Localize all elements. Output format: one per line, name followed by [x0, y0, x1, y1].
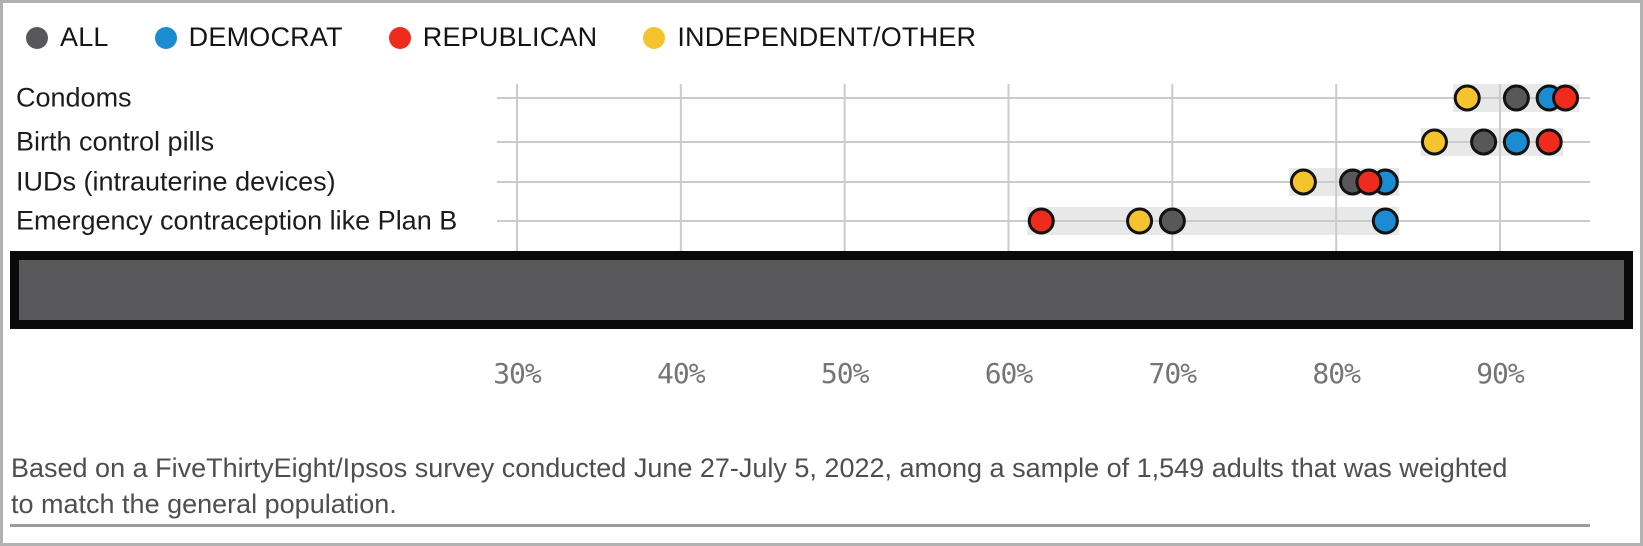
row-label: Condoms [16, 82, 132, 113]
x-tick-label: 60% [984, 357, 1034, 390]
data-point-independent [1289, 168, 1317, 196]
legend-label: REPUBLICAN [422, 22, 598, 52]
x-tick-label: 70% [1148, 357, 1198, 390]
data-point-all [1158, 207, 1186, 235]
footer-note: Based on a FiveThirtyEight/Ipsos survey … [11, 450, 1571, 522]
data-point-all [1502, 84, 1530, 112]
data-point-independent [1126, 207, 1154, 235]
x-tick-label: 40% [657, 357, 706, 390]
data-point-republican [1027, 207, 1055, 235]
data-point-independent [1453, 84, 1481, 112]
x-tick-label: 80% [1312, 357, 1361, 390]
x-tick-label: 50% [820, 357, 870, 390]
all-dot-icon [26, 26, 48, 49]
data-point-all [1470, 128, 1498, 156]
republican-dot-icon [388, 26, 411, 49]
data-point-republican [1535, 128, 1563, 156]
row-label: IUDs (intrauterine devices) [16, 166, 336, 197]
legend-label: ALL [60, 22, 109, 52]
legend-item-all: ALL [26, 22, 109, 53]
x-tick-label: 90% [1476, 357, 1525, 390]
redaction-overlay [10, 251, 1633, 329]
democrat-dot-icon [154, 26, 177, 49]
data-point-democrat [1502, 128, 1530, 156]
row-label: Birth control pills [16, 126, 215, 157]
x-tick-label: 30% [493, 357, 542, 390]
legend-item-independent: INDEPENDENT/OTHER [643, 22, 976, 53]
data-point-republican [1355, 168, 1383, 196]
footer-divider [10, 524, 1590, 527]
footer-line1: Based on a FiveThirtyEight/Ipsos survey … [11, 453, 1508, 483]
footer-line2: to match the general population. [11, 489, 397, 519]
independent-dot-icon [643, 26, 666, 49]
legend-item-democrat: DEMOCRAT [154, 22, 343, 53]
row-label: Emergency contraception like Plan B [16, 205, 458, 236]
chart-legend: ALL DEMOCRAT REPUBLICAN INDEPENDENT/OTHE… [26, 22, 976, 53]
legend-label: INDEPENDENT/OTHER [677, 22, 977, 52]
data-point-independent [1420, 128, 1448, 156]
data-point-democrat [1371, 207, 1399, 235]
data-point-republican [1552, 84, 1580, 112]
legend-item-republican: REPUBLICAN [388, 22, 598, 53]
legend-label: DEMOCRAT [188, 22, 343, 52]
